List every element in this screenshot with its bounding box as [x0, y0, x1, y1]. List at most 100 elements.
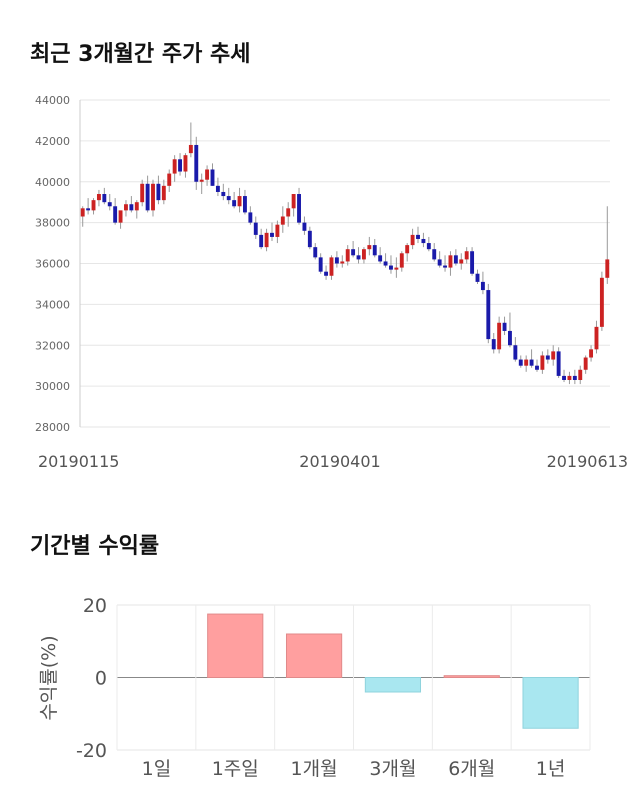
price-candles	[80, 122, 610, 385]
returns-x-ticks: 1일 1주일 1개월 3개월 6개월 1년	[142, 758, 566, 780]
candle-down	[372, 245, 377, 256]
candle-up	[199, 179, 204, 182]
candle-down	[502, 322, 507, 331]
candle-up	[161, 185, 166, 201]
candle-up	[151, 183, 155, 211]
candle-up	[551, 351, 556, 360]
returns-bar	[522, 677, 579, 729]
price-y-tick-label: 30000	[35, 380, 70, 393]
candle-down	[307, 230, 312, 248]
price-y-tick-label: 34000	[35, 298, 70, 311]
price-x-ticks: 20190115 20190401 20190613	[38, 452, 628, 471]
candle-down	[226, 196, 231, 201]
candle-down	[302, 222, 307, 231]
price-y-tick-label: 32000	[35, 339, 70, 352]
candle-up	[589, 349, 594, 358]
candle-up	[134, 202, 139, 211]
candle-down	[383, 261, 388, 266]
candle-down	[297, 194, 301, 223]
candle-up	[275, 224, 280, 237]
candle-down	[270, 232, 274, 237]
candle-down	[491, 339, 496, 350]
candle-down	[194, 144, 199, 182]
candle-up	[286, 208, 291, 217]
candle-down	[529, 359, 534, 366]
candle-down	[356, 255, 361, 260]
candle-up	[237, 196, 242, 207]
returns-bar	[443, 675, 500, 678]
candle-up	[459, 259, 464, 264]
candle-down	[545, 355, 550, 360]
candle-up	[497, 322, 502, 350]
candle-up	[524, 359, 529, 366]
candle-down	[253, 222, 258, 235]
candle-up	[599, 277, 604, 327]
price-y-tick-label: 36000	[35, 258, 70, 271]
returns-y-ticks: 20 0 -20	[76, 595, 107, 762]
candle-down	[334, 257, 339, 264]
price-trend-title: 최근 3개월간 주가 추세	[30, 42, 251, 67]
candle-up	[280, 216, 285, 225]
candle-down	[443, 265, 447, 268]
returns-title: 기간별 수익률	[30, 534, 160, 559]
candle-up	[205, 169, 210, 180]
price-y-tick-label: 40000	[35, 176, 70, 189]
candle-down	[470, 251, 475, 274]
price-x-tick-label: 20190613	[547, 452, 628, 471]
candle-down	[453, 255, 458, 264]
candle-down	[259, 234, 264, 248]
price-y-ticks: 44000 42000 40000 38000 36000 34000 32000 30000…	[35, 94, 70, 434]
candle-up	[361, 249, 366, 260]
price-y-tick-label: 42000	[35, 135, 70, 148]
candle-down	[243, 196, 247, 213]
returns-y-tick-label: 20	[83, 595, 107, 617]
candle-down	[426, 243, 431, 250]
returns-x-tick-label: 1개월	[291, 758, 338, 780]
candle-down	[556, 351, 561, 376]
candle-down	[480, 281, 485, 291]
candle-down	[215, 185, 220, 192]
returns-x-tick-label: 6개월	[448, 758, 495, 780]
candle-up	[367, 245, 372, 250]
candle-down	[508, 330, 512, 346]
price-grid	[79, 99, 610, 428]
candle-up	[172, 159, 177, 174]
candle-up	[340, 261, 345, 264]
candle-up	[578, 369, 583, 380]
candle-down	[432, 249, 437, 260]
candle-up	[394, 267, 399, 270]
candle-down	[475, 273, 480, 282]
candle-up	[567, 375, 572, 380]
candle-down	[421, 238, 426, 244]
candle-down	[518, 359, 523, 366]
returns-x-tick-label: 1일	[142, 758, 172, 780]
returns-grid	[116, 604, 591, 751]
returns-bar	[364, 677, 422, 693]
candle-down	[572, 375, 577, 380]
candle-up	[405, 245, 410, 254]
candle-down	[178, 159, 182, 172]
candle-down	[102, 194, 107, 203]
candle-up	[583, 357, 588, 370]
candle-up	[91, 200, 96, 211]
candle-down	[113, 206, 118, 223]
candle-up	[410, 234, 415, 246]
returns-y-tick-label: 0	[95, 668, 107, 690]
price-y-tick-label: 28000	[35, 421, 70, 434]
candle-up	[594, 326, 599, 350]
candle-down	[221, 191, 226, 197]
returns-bar-chart: 20 0 -20 1일 1주일 1개월 3개월 6개월 1년 수익률(%)	[38, 595, 591, 780]
price-x-tick-label: 20190401	[299, 452, 380, 471]
candle-down	[535, 365, 539, 370]
candle-up	[140, 183, 145, 203]
candle-down	[437, 259, 442, 266]
candle-down	[562, 375, 566, 380]
candle-up	[80, 208, 85, 217]
candle-down	[389, 265, 393, 270]
candle-up	[118, 210, 123, 223]
candle-up	[448, 255, 453, 268]
price-y-tick-label: 38000	[35, 217, 70, 230]
candle-down	[210, 169, 215, 186]
candle-down	[486, 290, 491, 340]
candle-down	[318, 257, 323, 272]
